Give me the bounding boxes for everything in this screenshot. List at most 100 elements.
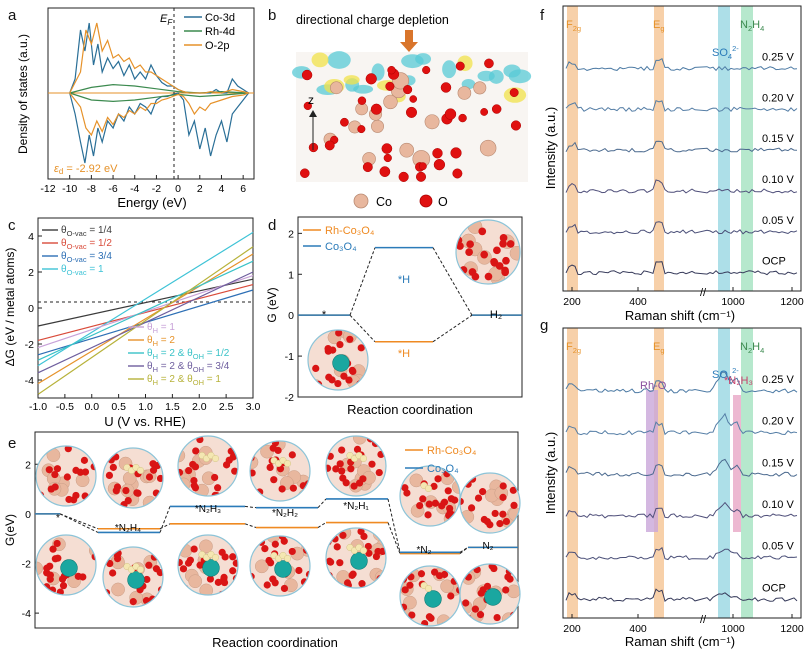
o-atom	[353, 445, 362, 454]
structure-sphere	[325, 435, 387, 497]
rh-atom	[202, 559, 220, 577]
n-atom	[211, 554, 219, 562]
legend-bottom-label: θH = 2 & θOH = 1	[147, 374, 221, 387]
co-atom	[36, 586, 45, 595]
panel-g-potential-labels: 0.25 V 0.20 V 0.15 V 0.10 V 0.05 V OCP	[762, 374, 794, 594]
potential-label: OCP	[762, 582, 786, 594]
step-label: *N₂H₄	[115, 523, 141, 534]
ytick-label: -4	[25, 375, 34, 387]
panel-g-bands	[567, 328, 753, 618]
isosurface-blob	[415, 53, 432, 65]
o-atom	[340, 372, 348, 380]
o-atom	[431, 568, 439, 576]
o-atom	[484, 58, 494, 69]
o-atom	[149, 460, 157, 468]
xtick-label: -4	[130, 183, 139, 195]
band-label-n2h4-part: 2	[748, 346, 752, 355]
o-atom	[418, 162, 427, 171]
panel-a-xlabel: Energy (eV)	[117, 195, 186, 210]
co-atom	[409, 473, 424, 488]
co-atom	[178, 535, 187, 547]
o-atom	[266, 463, 274, 472]
structure-sphere	[249, 535, 311, 597]
o-atom	[80, 456, 89, 464]
o-atom	[229, 567, 237, 575]
o-atom-icon	[419, 194, 433, 208]
sphere-contents	[178, 436, 238, 496]
co-atom	[36, 535, 45, 543]
co-atom	[302, 490, 310, 501]
potential-label: 0.20 V	[762, 416, 794, 428]
structure-sphere	[35, 445, 97, 507]
connector-line	[244, 523, 257, 528]
o-atom	[288, 451, 296, 459]
sphere-contents	[326, 528, 386, 588]
o-atom	[365, 73, 377, 85]
band-label-n2h3: *N₂H₃	[724, 375, 753, 387]
sphere-outline	[307, 329, 369, 391]
band-label-so4-part: SO	[712, 369, 728, 381]
n-atom	[136, 566, 144, 574]
panel-d-xlabel: Reaction coordination	[347, 402, 473, 417]
o-atom	[387, 65, 396, 75]
xtick-label: 0.5	[111, 401, 126, 413]
n-atom	[425, 485, 433, 493]
sphere-outline	[249, 440, 311, 502]
co-atom	[103, 547, 111, 559]
legend-bottom-label-part: H	[153, 378, 158, 387]
sphere-contents	[103, 448, 163, 508]
co-atom	[479, 139, 497, 157]
raman-band	[718, 328, 730, 618]
o-atom	[362, 162, 373, 173]
raman-band	[741, 6, 753, 291]
o-atom	[401, 586, 409, 594]
o-atom	[143, 575, 151, 584]
o-atom	[370, 103, 382, 115]
sphere-outline	[102, 447, 164, 509]
o-atom	[452, 168, 463, 179]
potential-label: 0.25 V	[762, 374, 794, 386]
sphere-contents	[308, 330, 368, 390]
dos-line-rh-4d-down	[69, 92, 249, 103]
o-atom	[427, 614, 435, 622]
co-atom	[501, 612, 516, 624]
legend-top-label: θO-vac = 1/2	[61, 238, 112, 251]
o-atom	[109, 569, 117, 577]
co-atom	[473, 81, 487, 95]
ytick-label: 2	[288, 228, 294, 240]
connector-line	[317, 522, 327, 528]
connector-line	[459, 546, 469, 554]
o-atom	[446, 504, 454, 513]
ytick-label: 2	[25, 459, 31, 471]
dg-line-4	[37, 275, 254, 349]
o-atom	[129, 598, 137, 606]
xtick-label: -10	[62, 183, 77, 195]
co-atom	[111, 582, 125, 597]
legend-bottom-label: θH = 1	[147, 322, 175, 335]
xtick-label: 2.0	[192, 401, 207, 413]
legend-bottom-label-part: θ	[147, 374, 153, 385]
o-atom	[374, 547, 382, 556]
ytick-label: 0	[288, 310, 294, 322]
panel-c-legend-top: θO-vac = 1/4θO-vac = 1/2θO-vac = 3/4θO-v…	[42, 225, 112, 277]
legend-bottom-label-part: = 2 & θ	[158, 348, 193, 359]
potential-label: 0.25 V	[762, 51, 794, 63]
o-atom	[471, 605, 479, 613]
o-atom	[149, 466, 158, 474]
o-atom	[434, 475, 442, 483]
raman-spectrum	[565, 588, 798, 602]
band-label-so4: SO42-	[712, 44, 739, 61]
panel-a-dos-chart: EF -12 -10 -8 -6 -4 -2 0 2 4 6 Energy (eV) Densit…	[16, 7, 255, 210]
xtick-label: 6	[240, 183, 246, 195]
xtick-label: 1200	[780, 623, 804, 635]
ytick-label: -1	[285, 351, 294, 363]
xtick-label: -6	[108, 183, 117, 195]
o-atom	[82, 501, 90, 506]
band-label-f2g: F2g	[566, 341, 581, 355]
co-atom	[424, 114, 440, 130]
band-label-n2h4-part: 2	[748, 24, 752, 33]
o-atom	[145, 561, 153, 569]
o-atom	[43, 564, 51, 572]
